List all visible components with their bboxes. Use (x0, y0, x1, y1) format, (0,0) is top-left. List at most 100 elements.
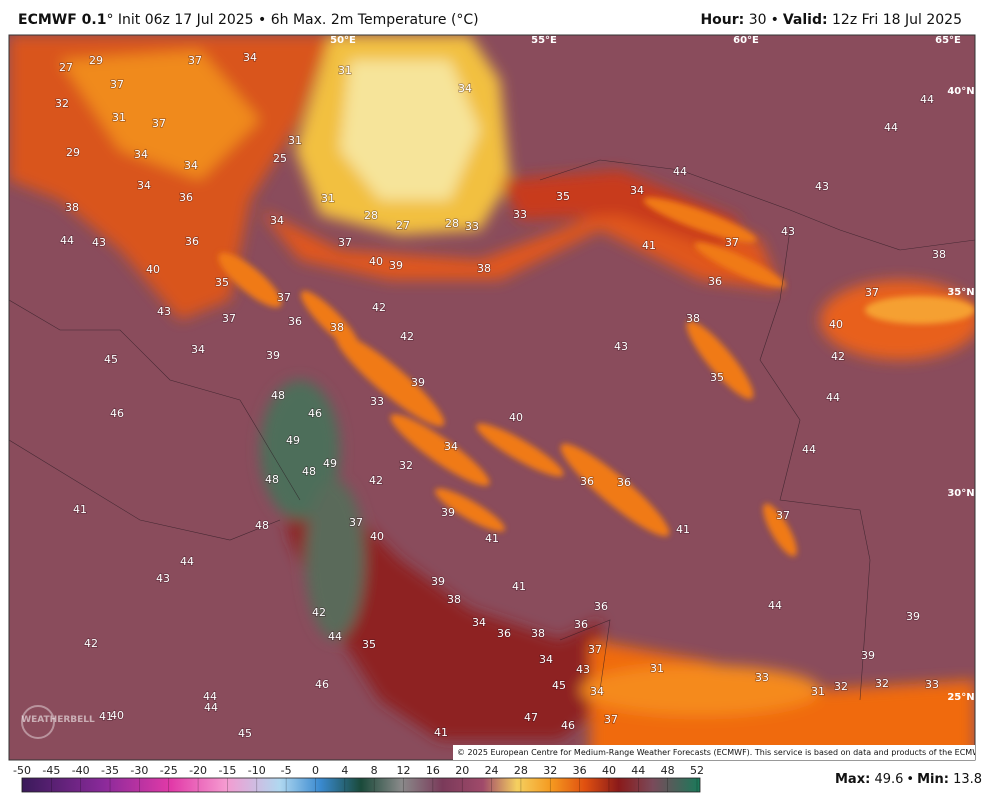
temperature-label: 48 (265, 473, 279, 486)
colorbar-tick-label: 0 (312, 764, 319, 777)
latitude-label: 40°N (947, 86, 974, 97)
temperature-label: 37 (349, 516, 363, 529)
colorbar-tick-label: 12 (397, 764, 411, 777)
temperature-label: 31 (321, 192, 335, 205)
temperature-label: 39 (411, 376, 425, 389)
temperature-label: 28 (445, 217, 459, 230)
header-left: ECMWF 0.1° Init 06z 17 Jul 2025 • 6h Max… (18, 12, 483, 28)
temperature-label: 42 (312, 606, 326, 619)
colorbar-tick-label: -30 (130, 764, 148, 777)
max-label: Max: (835, 772, 871, 787)
hour-label: Hour: (700, 12, 745, 28)
temperature-label: 43 (815, 180, 829, 193)
temperature-label: 37 (338, 236, 352, 249)
temperature-label: 43 (157, 305, 171, 318)
temperature-label: 28 (364, 209, 378, 222)
temperature-label: 44 (884, 121, 898, 134)
temperature-label: 44 (204, 701, 218, 714)
colorbar-tick-label: 24 (485, 764, 499, 777)
longitude-label: 50°E (330, 35, 356, 46)
temperature-label: 33 (465, 220, 479, 233)
temperature-label: 47 (524, 711, 538, 724)
colorbar-tick-label: -40 (72, 764, 90, 777)
colorbar-tick-label: -25 (160, 764, 178, 777)
temperature-label: 27 (396, 219, 410, 232)
temperature-label: 38 (447, 593, 461, 606)
temperature-label: 39 (906, 610, 920, 623)
temperature-label: 37 (588, 643, 602, 656)
temperature-label: 44 (60, 234, 74, 247)
temperature-label: 39 (266, 349, 280, 362)
temperature-label: 43 (92, 236, 106, 249)
description: ° Init 06z 17 Jul 2025 • 6h Max. 2m Temp… (106, 12, 479, 28)
temperature-label: 32 (834, 680, 848, 693)
temperature-label: 41 (434, 726, 448, 739)
colorbar-tick-label: 4 (341, 764, 348, 777)
temperature-label: 38 (686, 312, 700, 325)
colorbar-tick-label: -35 (101, 764, 119, 777)
min-label: Min: (917, 772, 949, 787)
temperature-label: 49 (323, 457, 337, 470)
temperature-label: 39 (389, 259, 403, 272)
temperature-label: 33 (513, 208, 527, 221)
temperature-label: 37 (725, 236, 739, 249)
temperature-label: 37 (604, 713, 618, 726)
longitude-label: 55°E (531, 35, 557, 46)
temperature-label: 37 (776, 509, 790, 522)
credit: © 2025 European Centre for Medium-Range … (453, 745, 975, 760)
temperature-label: 38 (531, 627, 545, 640)
temperature-label: 43 (614, 340, 628, 353)
colorbar (21, 777, 701, 793)
footer: Max: 49.6 • Min: 13.8 (835, 772, 984, 787)
temperature-label: 36 (574, 618, 588, 631)
temperature-label: 37 (277, 291, 291, 304)
colorbar-tick-label: -45 (42, 764, 60, 777)
temperature-label: 37 (110, 78, 124, 91)
temperature-label: 43 (156, 572, 170, 585)
temperature-label: 34 (458, 82, 472, 95)
temperature-label: 45 (552, 679, 566, 692)
temperature-label: 44 (328, 630, 342, 643)
temperature-label: 32 (875, 677, 889, 690)
temperature-label: 34 (630, 184, 644, 197)
separator: • (906, 772, 915, 787)
longitude-label: 60°E (733, 35, 759, 46)
colorbar-tick-label: -15 (218, 764, 236, 777)
temperature-label: 36 (617, 476, 631, 489)
temperature-label: 41 (485, 532, 499, 545)
temperature-label: 36 (708, 275, 722, 288)
temperature-label: 48 (302, 465, 316, 478)
colorbar-tick-label: -50 (13, 764, 31, 777)
temperature-label: 41 (642, 239, 656, 252)
colorbar-tick-label: 44 (631, 764, 645, 777)
temperature-label: 44 (203, 690, 217, 703)
temperature-label: 34 (134, 148, 148, 161)
temperature-label: 40 (146, 263, 160, 276)
temperature-label: 38 (932, 248, 946, 261)
hour: 30 (748, 12, 767, 28)
temperature-label: 46 (308, 407, 322, 420)
temperature-label: 36 (497, 627, 511, 640)
latitude-label: 35°N (947, 287, 974, 298)
temperature-label: 46 (561, 719, 575, 732)
temperature-label: 48 (255, 519, 269, 532)
temperature-label: 36 (580, 475, 594, 488)
temperature-label: 34 (444, 440, 458, 453)
temperature-label: 37 (188, 54, 202, 67)
temperature-label: 36 (288, 315, 302, 328)
temperature-label: 29 (89, 54, 103, 67)
temperature-label: 40 (829, 318, 843, 331)
temperature-label: 40 (370, 530, 384, 543)
temperature-label: 43 (781, 225, 795, 238)
temperature-label: 45 (104, 353, 118, 366)
temperature-label: 31 (338, 64, 352, 77)
logo: WEATHERBELL (21, 715, 95, 725)
temperature-label: 44 (802, 443, 816, 456)
temperature-label: 43 (576, 663, 590, 676)
temperature-label: 34 (472, 616, 486, 629)
temperature-label: 29 (66, 146, 80, 159)
colorbar-tick-label: 40 (602, 764, 616, 777)
temperature-label: 32 (55, 97, 69, 110)
separator: • (770, 12, 779, 28)
